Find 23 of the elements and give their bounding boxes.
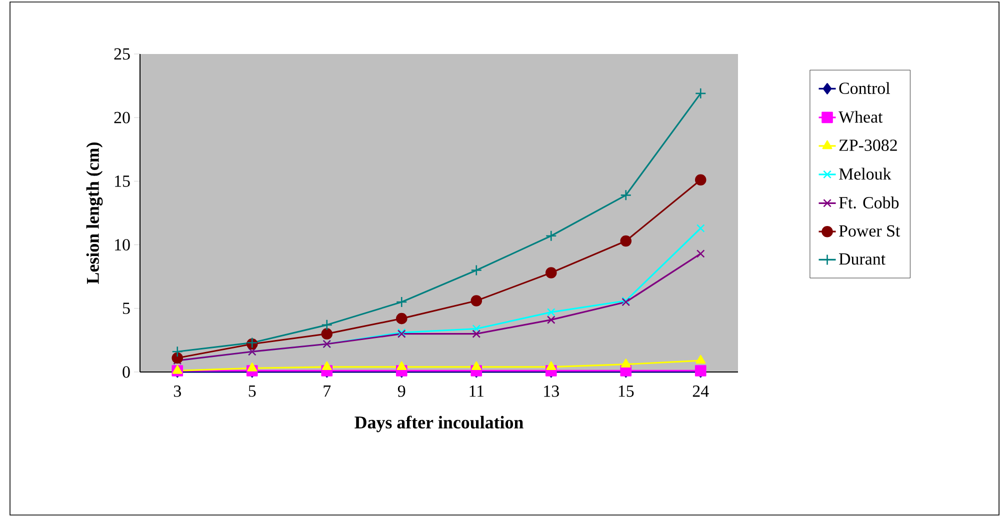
legend-label: Power St [839,225,900,237]
x-tick-label: 7 [324,386,331,397]
y-tick-label: 0 [122,366,130,378]
legend-label: Durant [839,253,886,265]
legend-label: Melouk [839,168,892,180]
legend-label: ZP-3082 [839,140,897,151]
y-tick-label: 25 [114,48,130,60]
legend-label: Wheat [838,110,883,123]
y-axis-title: Lesion length (cm) [86,142,103,284]
y-tick-label: 20 [114,112,130,124]
x-tick-label: 3 [174,386,181,397]
y-tick-label: 5 [123,302,130,314]
legend-label: Control [839,82,890,94]
x-tick-label: 9 [398,386,406,397]
x-axis-title: Days after incoulation [354,416,524,432]
x-tick-label: 24 [692,386,709,397]
legend-label: Ft. Cobb [839,196,899,208]
x-tick-label: 15 [618,386,634,397]
x-tick-label: 11 [470,386,484,397]
y-tick-label: 10 [115,239,130,251]
x-tick-label: 13 [544,386,559,397]
x-tick-label: 5 [248,386,256,397]
y-tick-label: 15 [115,176,130,187]
